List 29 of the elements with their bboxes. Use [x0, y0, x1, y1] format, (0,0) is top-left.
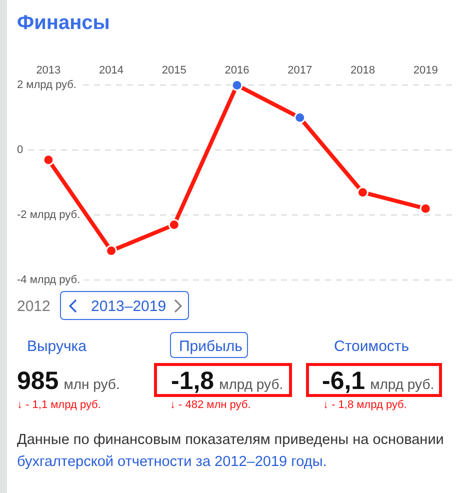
text: -1,8 млрд руб. [171, 367, 284, 396]
text: 2012 [17, 298, 50, 315]
y-tick-label: -2 млрд руб. [17, 209, 80, 222]
x-tick-label: 2017 [288, 64, 312, 77]
x-tick-label: 2013 [36, 64, 61, 77]
chart-title: Финансы [17, 12, 110, 35]
text: Стоимость [334, 338, 410, 355]
y-tick-label: 2 млрд руб. [17, 79, 76, 92]
x-tick-label: 2019 [413, 64, 438, 77]
point [420, 202, 432, 214]
text: ↓ - 1,8 млрд руб. [323, 399, 407, 411]
text: 2013–2019 [91, 298, 166, 315]
x-tick-label: 2014 [99, 64, 124, 77]
y-tick-label: -4 млрд руб. [17, 274, 80, 286]
text: бухгалтерской отчетности за 2012–2019 годы. [17, 454, 327, 470]
text: ↓ - 482 млн руб. [170, 399, 251, 411]
point [356, 186, 368, 198]
y-tick-label: 0 [17, 144, 24, 156]
point [294, 112, 306, 124]
text: Выручка [27, 338, 87, 355]
x-tick-label: 2015 [162, 64, 186, 77]
x-tick-label: 2016 [224, 64, 250, 77]
text: Данные по финансовым показателям приведены на основании [17, 432, 444, 448]
text: -6,1 млрд руб. [322, 367, 434, 396]
text: Прибыль [179, 338, 242, 355]
text: ↓ - 1,1 млрд руб. [17, 399, 101, 411]
point [42, 154, 54, 166]
x-tick-label: 2018 [350, 64, 375, 77]
text: 985 млн руб. [17, 367, 120, 396]
